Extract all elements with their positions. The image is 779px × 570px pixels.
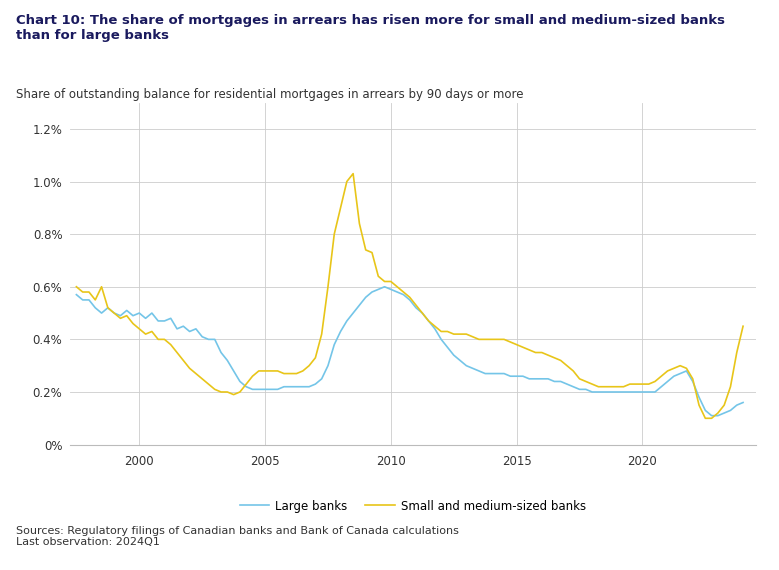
Line: Large banks: Large banks — [76, 287, 743, 416]
Large banks — [380, 283, 390, 290]
Text: Chart 10: The share of mortgages in arrears has risen more for small and medium-: Chart 10: The share of mortgages in arre… — [16, 14, 724, 42]
Large banks — [273, 386, 282, 393]
Small and medium-sized banks — [273, 368, 282, 374]
Small and medium-sized banks — [700, 415, 710, 422]
Small and medium-sized banks — [348, 170, 358, 177]
Small and medium-sized banks — [612, 383, 622, 390]
Large banks — [707, 412, 716, 419]
Large banks — [72, 291, 81, 298]
Text: Share of outstanding balance for residential mortgages in arrears by 90 days or : Share of outstanding balance for residen… — [16, 88, 523, 101]
Large banks — [550, 378, 559, 385]
Small and medium-sized banks — [738, 323, 748, 329]
Large banks — [669, 373, 679, 380]
Small and medium-sized banks — [72, 283, 81, 290]
Legend: Large banks, Small and medium-sized banks: Large banks, Small and medium-sized bank… — [235, 495, 590, 518]
Small and medium-sized banks — [707, 415, 716, 422]
Large banks — [738, 399, 748, 406]
Small and medium-sized banks — [581, 378, 590, 385]
Line: Small and medium-sized banks: Small and medium-sized banks — [76, 174, 743, 418]
Small and medium-sized banks — [550, 355, 559, 361]
Text: Sources: Regulatory filings of Canadian banks and Bank of Canada calculations
La: Sources: Regulatory filings of Canadian … — [16, 526, 459, 547]
Large banks — [612, 389, 622, 396]
Large banks — [700, 407, 710, 414]
Small and medium-sized banks — [669, 365, 679, 372]
Large banks — [581, 386, 590, 393]
